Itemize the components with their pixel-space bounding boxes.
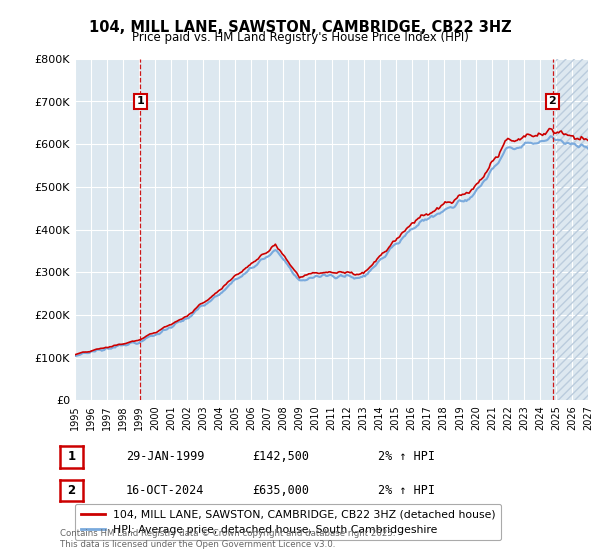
Text: 2% ↑ HPI: 2% ↑ HPI [378, 483, 435, 497]
Legend: 104, MILL LANE, SAWSTON, CAMBRIDGE, CB22 3HZ (detached house), HPI: Average pric: 104, MILL LANE, SAWSTON, CAMBRIDGE, CB22… [75, 504, 501, 540]
Text: 1: 1 [67, 450, 76, 464]
Bar [556, 59, 588, 400]
Text: 1: 1 [136, 96, 144, 106]
Text: 2% ↑ HPI: 2% ↑ HPI [378, 450, 435, 463]
Text: 104, MILL LANE, SAWSTON, CAMBRIDGE, CB22 3HZ: 104, MILL LANE, SAWSTON, CAMBRIDGE, CB22… [89, 20, 511, 35]
Text: Contains HM Land Registry data © Crown copyright and database right 2025.
This d: Contains HM Land Registry data © Crown c… [60, 529, 395, 549]
Text: Price paid vs. HM Land Registry's House Price Index (HPI): Price paid vs. HM Land Registry's House … [131, 31, 469, 44]
Text: 2: 2 [548, 96, 556, 106]
Text: 16-OCT-2024: 16-OCT-2024 [126, 483, 205, 497]
Text: £142,500: £142,500 [252, 450, 309, 463]
Text: 2: 2 [67, 484, 76, 497]
Text: 29-JAN-1999: 29-JAN-1999 [126, 450, 205, 463]
Text: £635,000: £635,000 [252, 483, 309, 497]
